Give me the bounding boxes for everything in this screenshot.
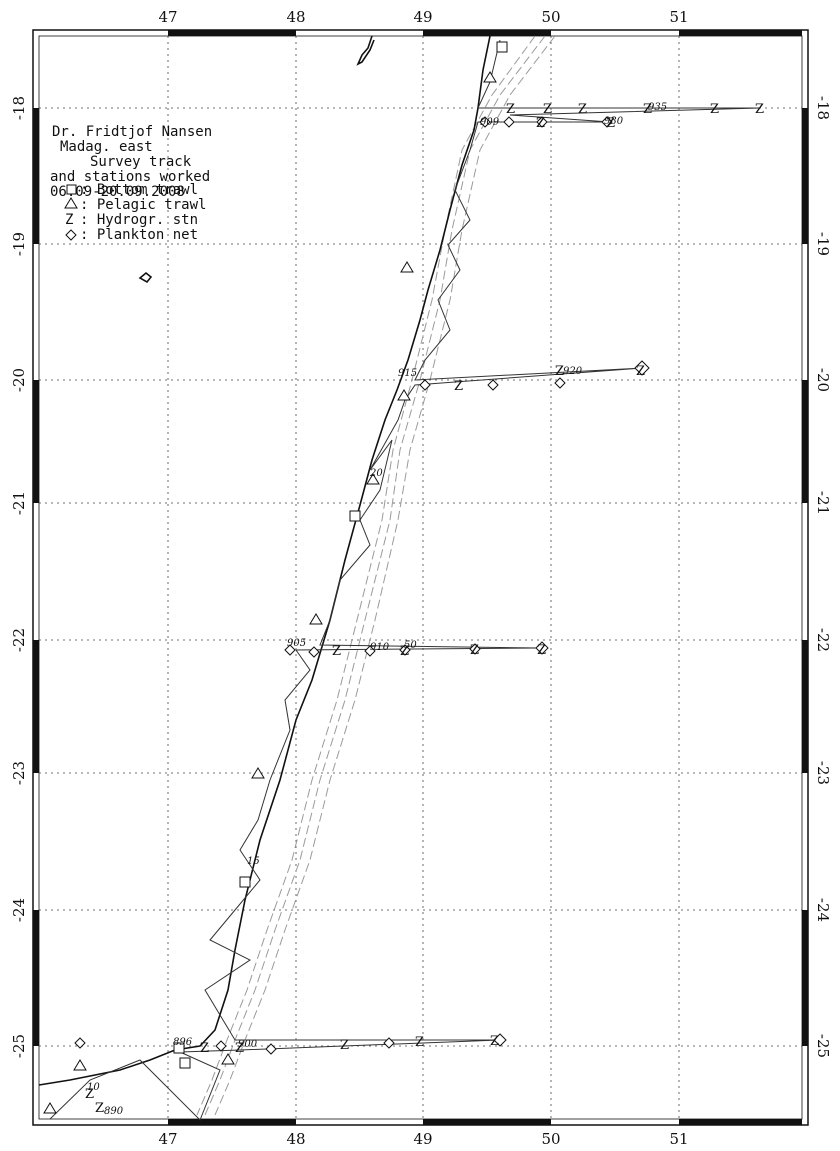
border-scale (33, 30, 808, 1125)
lat-tick-label: -22 (814, 628, 832, 652)
svg-text:Z: Z (470, 643, 479, 658)
lon-tick-label: 48 (286, 8, 305, 26)
lat-tick-label: -21 (814, 491, 832, 515)
lon-tick-label: 47 (158, 1130, 177, 1148)
map-frame (32, 29, 809, 1126)
svg-text:Z: Z (536, 116, 545, 131)
station-label: 915 (398, 368, 417, 379)
legend-dates: 06.09-20.09.2008 (50, 184, 185, 200)
station-label: 10 (87, 1082, 100, 1093)
lon-tick-label: 51 (669, 8, 688, 26)
lon-tick-label: 48 (286, 1130, 305, 1148)
map-frame-inner (38, 35, 803, 1120)
map-legend: Dr. Fridtjof Nansen Madag. east Survey t… (50, 124, 212, 243)
lat-tick-labels-right: -18 -19 -20 -21 -22 -23 -24 -25 (814, 96, 832, 1058)
svg-text:Z: Z (235, 1041, 244, 1056)
svg-text:Z: Z (643, 102, 652, 117)
svg-text:Z: Z (606, 116, 615, 131)
svg-text:Z: Z (95, 1101, 104, 1116)
station-number-labels: 935 909 930 915 920 20 905 910 50 15 896… (87, 102, 667, 1117)
station-label: 890 (104, 1106, 124, 1117)
lon-tick-label: 49 (413, 1130, 432, 1148)
svg-text:Z: Z (85, 1087, 94, 1102)
hydrogr-station-icon: Z (65, 212, 73, 228)
lat-tick-label: -25 (10, 1034, 28, 1058)
lon-tick-labels-top: 47 48 49 50 51 (158, 8, 688, 26)
hydro-station-marks: Z Z Z Z Z Z Z Z Z Z Z Z Z Z Z Z Z Z Z Z … (85, 102, 764, 1116)
svg-text:Z: Z (537, 643, 546, 658)
svg-text:Z: Z (636, 364, 645, 379)
lat-tick-label: -18 (10, 96, 28, 120)
lat-tick-label: -20 (10, 368, 28, 392)
survey-track (49, 39, 761, 1121)
bottom-trawl-icon (66, 184, 77, 195)
lon-tick-label: 51 (669, 1130, 688, 1148)
station-label: 920 (563, 366, 583, 377)
station-label: 909 (480, 117, 500, 128)
lon-tick-label: 49 (413, 8, 432, 26)
svg-text:Z: Z (755, 102, 764, 117)
svg-text:Z: Z (400, 644, 409, 659)
lat-tick-label: -19 (10, 232, 28, 256)
lat-tick-label: -20 (814, 368, 832, 392)
svg-text:Z: Z (200, 1041, 209, 1056)
station-label: 900 (238, 1039, 258, 1050)
station-label: 905 (287, 638, 306, 649)
svg-text:Z: Z (490, 1034, 499, 1049)
lon-tick-label: 50 (541, 1130, 560, 1148)
plankton-net-icon (65, 229, 77, 241)
lat-tick-label: -23 (814, 761, 832, 785)
lat-tick-label: -21 (10, 491, 28, 515)
legend-bottom-trawl: : Bottom trawl (80, 182, 198, 198)
pelagic-trawl-icon (64, 197, 78, 209)
station-markers (43, 41, 650, 1114)
svg-text:Z: Z (340, 1038, 349, 1053)
svg-text:Z: Z (506, 102, 515, 117)
legend-plankton-net: : Plankton net (80, 227, 198, 243)
lat-tick-label: -19 (814, 232, 832, 256)
depth-contours (196, 35, 556, 1116)
legend-subtitle: and stations worked (50, 169, 210, 185)
lat-tick-label: -22 (10, 628, 28, 652)
lat-tick-label: -24 (10, 898, 28, 922)
svg-text:Z: Z (332, 644, 341, 659)
svg-text:Z: Z (555, 364, 564, 379)
station-label: 935 (648, 102, 667, 113)
svg-text:Z: Z (415, 1035, 424, 1050)
legend-title: Survey track (90, 154, 192, 170)
lat-tick-label: -18 (814, 96, 832, 120)
legend-pelagic-trawl: : Pelagic trawl (80, 197, 206, 213)
legend-hydrogr-stn: : Hydrogr. stn (80, 212, 198, 228)
station-label: 910 (370, 642, 390, 653)
legend-vessel: Dr. Fridtjof Nansen (52, 124, 212, 140)
lat-tick-label: -25 (814, 1034, 832, 1058)
lon-tick-label: 47 (158, 8, 177, 26)
graticule (39, 36, 802, 1119)
lat-tick-label: -23 (10, 761, 28, 785)
svg-text:Z: Z (543, 102, 552, 117)
station-label: 15 (247, 856, 260, 867)
svg-text:Z: Z (710, 102, 719, 117)
station-label: 896 (173, 1037, 193, 1048)
station-label: 930 (604, 116, 624, 127)
station-label: 50 (404, 640, 417, 651)
lon-tick-label: 50 (541, 8, 560, 26)
svg-text:Z: Z (454, 379, 463, 394)
lon-tick-labels-bottom: 47 48 49 50 51 (158, 1130, 688, 1148)
lat-tick-labels-left: -18 -19 -20 -21 -22 -23 -24 -25 (10, 96, 28, 1058)
legend-area: Madag. east (60, 139, 153, 155)
lat-tick-label: -24 (814, 898, 832, 922)
station-label: 20 (369, 468, 383, 479)
svg-text:Z: Z (578, 102, 587, 117)
